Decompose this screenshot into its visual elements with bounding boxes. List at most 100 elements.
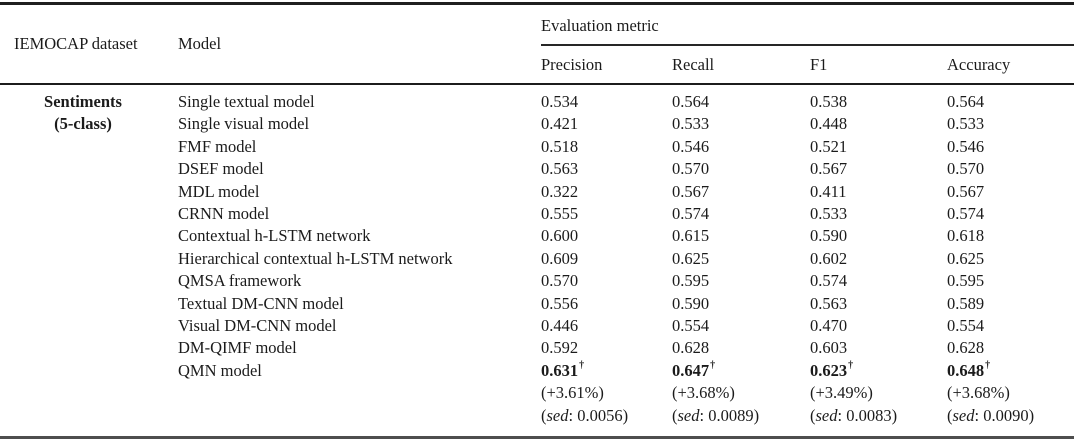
dataset-cell — [0, 270, 178, 292]
best-value: 0.631 — [541, 360, 579, 380]
table-body: Sentiments Single textual model 0.534 0.… — [0, 84, 1074, 438]
recall-cell: 0.574 — [672, 204, 710, 224]
model-cell: FMF model — [178, 136, 257, 156]
table-row: DSEF model 0.563 0.570 0.567 0.570 — [0, 158, 1074, 180]
model-cell — [178, 405, 541, 438]
recall-sed: (sed: 0.0089) — [672, 405, 810, 438]
accuracy-cell: 0.570 — [947, 159, 985, 179]
model-cell: CRNN model — [178, 204, 270, 224]
model-cell: DM-QIMF model — [178, 338, 297, 358]
recall-cell: 0.546 — [672, 136, 710, 156]
recall-column-header: Recall — [672, 54, 715, 74]
recall-cell: 0.628 — [672, 338, 710, 358]
recall-improvement: (+3.68%) — [672, 383, 735, 403]
sed-label: sed — [815, 405, 838, 425]
precision-sed: (sed: 0.0056) — [541, 405, 672, 438]
accuracy-improvement: (+3.68%) — [947, 383, 1010, 403]
model-cell: Single visual model — [178, 114, 310, 134]
best-value: 0.623 — [810, 360, 848, 380]
precision-cell: 0.570 — [541, 271, 579, 291]
best-value: 0.648 — [947, 360, 985, 380]
precision-cell: 0.592 — [541, 338, 579, 358]
table-row: Sentiments Single textual model 0.534 0.… — [0, 84, 1074, 113]
accuracy-column-header: Accuracy — [947, 54, 1011, 74]
table-row: Hierarchical contextual h-LSTM network 0… — [0, 248, 1074, 270]
dataset-cell — [0, 293, 178, 315]
dataset-cell — [0, 136, 178, 158]
metric-group-header: Evaluation metric — [541, 3, 1074, 46]
table-row: CRNN model 0.555 0.574 0.533 0.574 — [0, 203, 1074, 225]
table-row: QMSA framework 0.570 0.595 0.574 0.595 — [0, 270, 1074, 292]
table-row: FMF model 0.518 0.546 0.521 0.546 — [0, 136, 1074, 158]
accuracy-cell: 0.533 — [947, 114, 985, 134]
precision-cell: 0.600 — [541, 226, 579, 246]
dataset-cell — [0, 248, 178, 270]
f1-cell: 0.567 — [810, 159, 848, 179]
accuracy-cell: 0.567 — [947, 181, 985, 201]
accuracy-cell: 0.554 — [947, 316, 985, 336]
model-cell: Hierarchical contextual h-LSTM network — [178, 248, 453, 268]
sed-label: sed — [546, 405, 569, 425]
dataset-cell — [0, 181, 178, 203]
dagger-mark: † — [985, 360, 991, 372]
dataset-cell — [0, 382, 178, 404]
table-row: MDL model 0.322 0.567 0.411 0.567 — [0, 181, 1074, 203]
accuracy-cell: 0.625 — [947, 248, 985, 268]
header-row-metrics: Precision Recall F1 Accuracy — [0, 45, 1074, 84]
paren-open: ( — [810, 405, 816, 425]
table-row-sed: (sed: 0.0056) (sed: 0.0089) (sed: 0.0083… — [0, 405, 1074, 438]
dataset-cell — [0, 158, 178, 180]
recall-cell: 0.554 — [672, 316, 710, 336]
recall-cell: 0.625 — [672, 248, 710, 268]
model-cell: MDL model — [178, 181, 260, 201]
table-row-improvement: (+3.61%) (+3.68%) (+3.49%) (+3.68%) — [0, 382, 1074, 404]
recall-cell: 0.570 — [672, 159, 710, 179]
accuracy-cell: 0.628 — [947, 338, 985, 358]
recall-cell: 0.564 — [672, 92, 710, 111]
precision-cell: 0.322 — [541, 181, 579, 201]
accuracy-sed: (sed: 0.0090) — [947, 405, 1074, 438]
precision-cell: 0.556 — [541, 293, 579, 313]
dataset-cell — [0, 225, 178, 247]
f1-cell: 0.602 — [810, 248, 848, 268]
table-row: DM-QIMF model 0.592 0.628 0.603 0.628 — [0, 337, 1074, 359]
table-row: Textual DM-CNN model 0.556 0.590 0.563 0… — [0, 293, 1074, 315]
best-value: 0.647 — [672, 360, 710, 380]
model-cell: DSEF model — [178, 159, 264, 179]
dagger-mark: † — [579, 360, 585, 372]
dataset-cell — [0, 203, 178, 225]
table-row: Contextual h-LSTM network 0.600 0.615 0.… — [0, 225, 1074, 247]
dataset-cell — [0, 360, 178, 382]
sed-value: : 0.0083) — [837, 405, 898, 425]
f1-sed: (sed: 0.0083) — [810, 405, 947, 438]
f1-cell: 0.448 — [810, 114, 848, 134]
recall-cell: 0.533 — [672, 114, 710, 134]
f1-cell: 0.590 — [810, 226, 848, 246]
f1-cell: 0.521 — [810, 136, 848, 156]
group-label-line1: Sentiments — [44, 92, 122, 111]
model-cell: QMN model — [178, 360, 262, 380]
precision-cell: 0.609 — [541, 248, 579, 268]
model-cell: Contextual h-LSTM network — [178, 226, 371, 246]
recall-cell: 0.595 — [672, 271, 710, 291]
precision-improvement: (+3.61%) — [541, 383, 604, 403]
dataset-cell — [0, 405, 178, 438]
accuracy-cell: 0.595 — [947, 271, 985, 291]
precision-cell: 0.563 — [541, 159, 579, 179]
recall-cell: 0.647† — [672, 360, 810, 382]
accuracy-cell: 0.574 — [947, 204, 985, 224]
f1-column-header: F1 — [810, 54, 828, 74]
accuracy-cell: 0.618 — [947, 226, 985, 246]
f1-cell: 0.411 — [810, 181, 847, 201]
precision-cell: 0.446 — [541, 316, 579, 336]
accuracy-cell: 0.648† — [947, 360, 1074, 382]
f1-improvement: (+3.49%) — [810, 383, 873, 403]
precision-column-header: Precision — [541, 54, 603, 74]
f1-cell: 0.623† — [810, 360, 947, 382]
precision-cell: 0.534 — [541, 92, 579, 111]
model-cell: Textual DM-CNN model — [178, 293, 344, 313]
model-cell: QMSA framework — [178, 271, 302, 291]
table-row: (5-class) Single visual model 0.421 0.53… — [0, 113, 1074, 135]
